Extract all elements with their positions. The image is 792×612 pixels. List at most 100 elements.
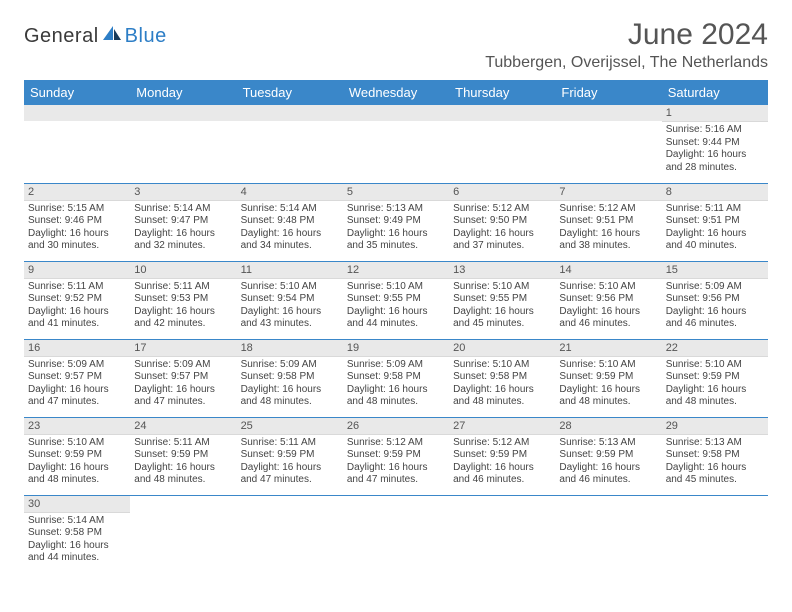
daylight-line: Daylight: 16 hours and 47 minutes.	[28, 384, 126, 409]
sunset-line: Sunset: 9:59 PM	[559, 449, 657, 462]
sunset-line: Sunset: 9:59 PM	[347, 449, 445, 462]
sunset-line: Sunset: 9:58 PM	[453, 371, 551, 384]
sunrise-line: Sunrise: 5:11 AM	[241, 437, 339, 450]
day-info: Sunrise: 5:11 AMSunset: 9:52 PMDaylight:…	[24, 279, 130, 335]
day-info: Sunrise: 5:15 AMSunset: 9:46 PMDaylight:…	[24, 201, 130, 257]
sunset-line: Sunset: 9:44 PM	[666, 137, 764, 150]
logo-sail-icon	[101, 24, 123, 49]
calendar-empty-cell	[237, 105, 343, 183]
calendar-empty-cell	[130, 105, 236, 183]
daylight-line: Daylight: 16 hours and 48 minutes.	[28, 462, 126, 487]
sunrise-line: Sunrise: 5:14 AM	[134, 203, 232, 216]
calendar-day-cell: 2Sunrise: 5:15 AMSunset: 9:46 PMDaylight…	[24, 183, 130, 261]
sunrise-line: Sunrise: 5:09 AM	[134, 359, 232, 372]
calendar-day-cell: 19Sunrise: 5:09 AMSunset: 9:58 PMDayligh…	[343, 339, 449, 417]
empty-day-strip	[237, 105, 343, 121]
day-number: 15	[662, 262, 768, 279]
sunrise-line: Sunrise: 5:10 AM	[453, 281, 551, 294]
sunrise-line: Sunrise: 5:12 AM	[453, 203, 551, 216]
day-number: 25	[237, 418, 343, 435]
daylight-line: Daylight: 16 hours and 44 minutes.	[347, 306, 445, 331]
day-number: 17	[130, 340, 236, 357]
day-info: Sunrise: 5:11 AMSunset: 9:59 PMDaylight:…	[130, 435, 236, 491]
calendar-empty-cell	[24, 105, 130, 183]
day-number: 29	[662, 418, 768, 435]
sunrise-line: Sunrise: 5:12 AM	[559, 203, 657, 216]
daylight-line: Daylight: 16 hours and 28 minutes.	[666, 149, 764, 174]
day-number: 16	[24, 340, 130, 357]
calendar-day-cell: 12Sunrise: 5:10 AMSunset: 9:55 PMDayligh…	[343, 261, 449, 339]
day-number: 11	[237, 262, 343, 279]
sunrise-line: Sunrise: 5:10 AM	[241, 281, 339, 294]
sunset-line: Sunset: 9:58 PM	[666, 449, 764, 462]
sunset-line: Sunset: 9:56 PM	[559, 293, 657, 306]
day-info: Sunrise: 5:12 AMSunset: 9:59 PMDaylight:…	[449, 435, 555, 491]
daylight-line: Daylight: 16 hours and 45 minutes.	[666, 462, 764, 487]
daylight-line: Daylight: 16 hours and 48 minutes.	[134, 462, 232, 487]
calendar-table: SundayMondayTuesdayWednesdayThursdayFrid…	[24, 80, 768, 573]
day-number: 30	[24, 496, 130, 513]
daylight-line: Daylight: 16 hours and 40 minutes.	[666, 228, 764, 253]
day-number: 18	[237, 340, 343, 357]
daylight-line: Daylight: 16 hours and 48 minutes.	[559, 384, 657, 409]
sunrise-line: Sunrise: 5:14 AM	[241, 203, 339, 216]
day-number: 28	[555, 418, 661, 435]
calendar-day-cell: 21Sunrise: 5:10 AMSunset: 9:59 PMDayligh…	[555, 339, 661, 417]
calendar-empty-cell	[555, 495, 661, 573]
day-info: Sunrise: 5:11 AMSunset: 9:53 PMDaylight:…	[130, 279, 236, 335]
sunset-line: Sunset: 9:59 PM	[28, 449, 126, 462]
sunset-line: Sunset: 9:57 PM	[28, 371, 126, 384]
sunrise-line: Sunrise: 5:16 AM	[666, 124, 764, 137]
sunrise-line: Sunrise: 5:10 AM	[666, 359, 764, 372]
daylight-line: Daylight: 16 hours and 41 minutes.	[28, 306, 126, 331]
calendar-day-cell: 7Sunrise: 5:12 AMSunset: 9:51 PMDaylight…	[555, 183, 661, 261]
calendar-day-cell: 24Sunrise: 5:11 AMSunset: 9:59 PMDayligh…	[130, 417, 236, 495]
day-info: Sunrise: 5:09 AMSunset: 9:57 PMDaylight:…	[24, 357, 130, 413]
daylight-line: Daylight: 16 hours and 48 minutes.	[666, 384, 764, 409]
daylight-line: Daylight: 16 hours and 30 minutes.	[28, 228, 126, 253]
sunset-line: Sunset: 9:56 PM	[666, 293, 764, 306]
calendar-day-cell: 4Sunrise: 5:14 AMSunset: 9:48 PMDaylight…	[237, 183, 343, 261]
day-header: Tuesday	[237, 80, 343, 105]
sunset-line: Sunset: 9:55 PM	[347, 293, 445, 306]
day-info: Sunrise: 5:11 AMSunset: 9:51 PMDaylight:…	[662, 201, 768, 257]
sunrise-line: Sunrise: 5:11 AM	[666, 203, 764, 216]
day-info: Sunrise: 5:09 AMSunset: 9:56 PMDaylight:…	[662, 279, 768, 335]
sunset-line: Sunset: 9:58 PM	[241, 371, 339, 384]
day-number: 23	[24, 418, 130, 435]
logo: General Blue	[24, 24, 167, 49]
sunrise-line: Sunrise: 5:09 AM	[241, 359, 339, 372]
calendar-day-cell: 18Sunrise: 5:09 AMSunset: 9:58 PMDayligh…	[237, 339, 343, 417]
daylight-line: Daylight: 16 hours and 44 minutes.	[28, 540, 126, 565]
day-info: Sunrise: 5:12 AMSunset: 9:59 PMDaylight:…	[343, 435, 449, 491]
empty-day-strip	[130, 105, 236, 121]
day-number: 3	[130, 184, 236, 201]
sunset-line: Sunset: 9:59 PM	[453, 449, 551, 462]
sunset-line: Sunset: 9:50 PM	[453, 215, 551, 228]
calendar-empty-cell	[237, 495, 343, 573]
sunset-line: Sunset: 9:48 PM	[241, 215, 339, 228]
day-number: 20	[449, 340, 555, 357]
day-info: Sunrise: 5:13 AMSunset: 9:59 PMDaylight:…	[555, 435, 661, 491]
daylight-line: Daylight: 16 hours and 46 minutes.	[453, 462, 551, 487]
day-number: 9	[24, 262, 130, 279]
sunset-line: Sunset: 9:51 PM	[666, 215, 764, 228]
day-info: Sunrise: 5:13 AMSunset: 9:49 PMDaylight:…	[343, 201, 449, 257]
calendar-week: 2Sunrise: 5:15 AMSunset: 9:46 PMDaylight…	[24, 183, 768, 261]
sunset-line: Sunset: 9:57 PM	[134, 371, 232, 384]
calendar-day-cell: 5Sunrise: 5:13 AMSunset: 9:49 PMDaylight…	[343, 183, 449, 261]
day-info: Sunrise: 5:10 AMSunset: 9:56 PMDaylight:…	[555, 279, 661, 335]
day-number: 5	[343, 184, 449, 201]
calendar-day-cell: 9Sunrise: 5:11 AMSunset: 9:52 PMDaylight…	[24, 261, 130, 339]
daylight-line: Daylight: 16 hours and 45 minutes.	[453, 306, 551, 331]
sunrise-line: Sunrise: 5:13 AM	[666, 437, 764, 450]
day-info: Sunrise: 5:10 AMSunset: 9:58 PMDaylight:…	[449, 357, 555, 413]
calendar-week: 1Sunrise: 5:16 AMSunset: 9:44 PMDaylight…	[24, 105, 768, 183]
calendar-empty-cell	[449, 495, 555, 573]
day-info: Sunrise: 5:14 AMSunset: 9:48 PMDaylight:…	[237, 201, 343, 257]
daylight-line: Daylight: 16 hours and 46 minutes.	[559, 306, 657, 331]
sunrise-line: Sunrise: 5:11 AM	[28, 281, 126, 294]
calendar-day-cell: 13Sunrise: 5:10 AMSunset: 9:55 PMDayligh…	[449, 261, 555, 339]
daylight-line: Daylight: 16 hours and 46 minutes.	[559, 462, 657, 487]
sunrise-line: Sunrise: 5:09 AM	[28, 359, 126, 372]
